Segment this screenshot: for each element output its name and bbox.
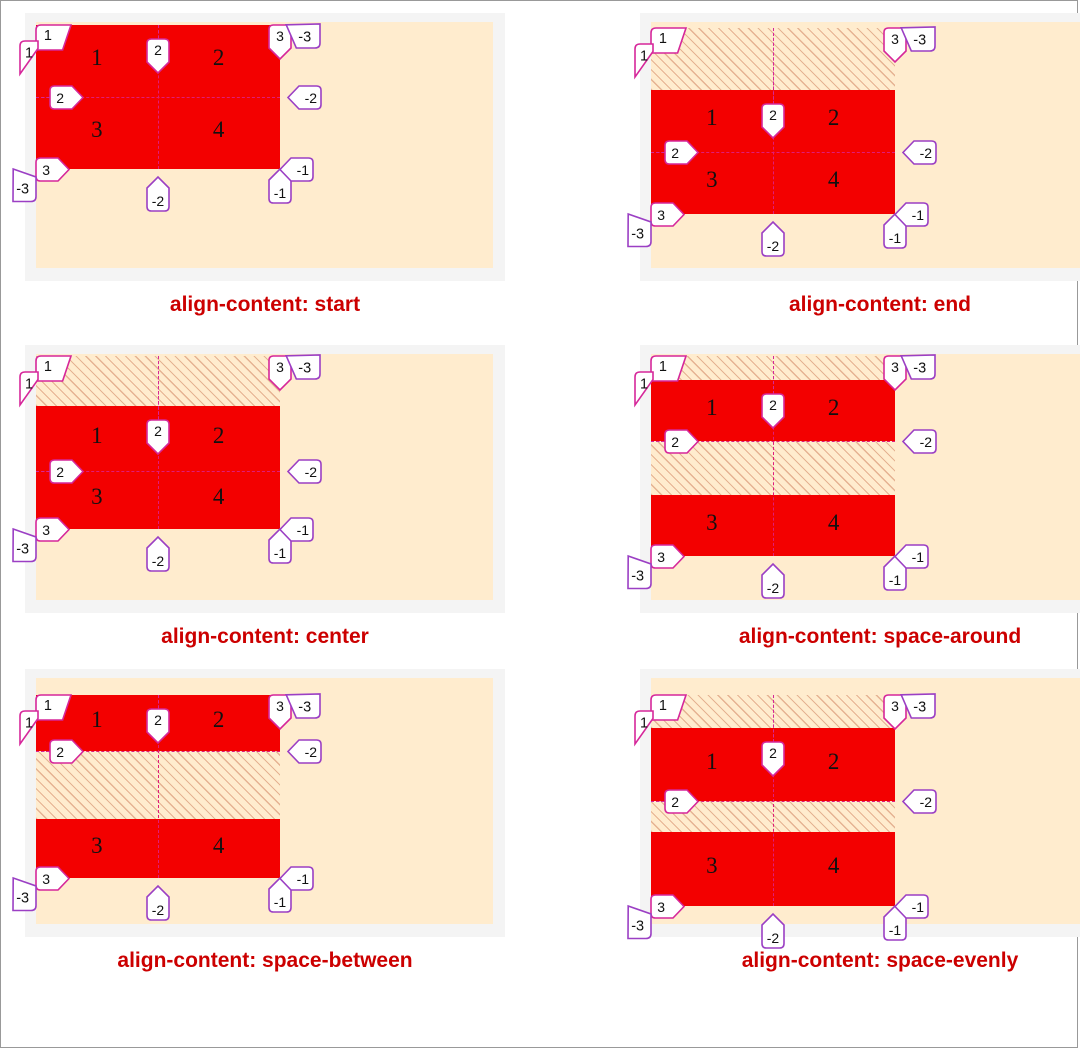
svg-text:3: 3 [42, 522, 50, 538]
svg-text:1: 1 [44, 28, 52, 44]
svg-text:-3: -3 [16, 890, 29, 906]
svg-text:2: 2 [154, 423, 162, 439]
svg-text:1: 1 [44, 359, 52, 375]
svg-text:-3: -3 [298, 361, 311, 377]
svg-text:1: 1 [640, 715, 648, 731]
svg-text:-1: -1 [296, 871, 309, 887]
svg-text:-2: -2 [767, 580, 780, 596]
svg-text:-2: -2 [919, 434, 932, 450]
svg-text:-1: -1 [888, 230, 901, 246]
svg-text:-1: -1 [911, 899, 924, 915]
svg-text:-2: -2 [767, 930, 780, 946]
svg-text:-3: -3 [631, 568, 644, 584]
svg-text:-2: -2 [767, 238, 780, 254]
svg-text:2: 2 [769, 745, 777, 761]
svg-text:3: 3 [657, 899, 665, 915]
svg-text:1: 1 [25, 715, 33, 731]
svg-text:1: 1 [44, 698, 52, 714]
svg-text:-2: -2 [304, 744, 317, 760]
svg-text:-3: -3 [631, 226, 644, 242]
svg-text:3: 3 [276, 359, 284, 375]
svg-text:-3: -3 [913, 361, 926, 377]
svg-text:-1: -1 [888, 572, 901, 588]
svg-text:2: 2 [56, 744, 64, 760]
svg-text:-1: -1 [273, 185, 286, 201]
svg-text:2: 2 [56, 90, 64, 106]
svg-text:2: 2 [769, 107, 777, 123]
svg-text:-2: -2 [152, 902, 165, 918]
svg-text:-3: -3 [913, 33, 926, 49]
svg-text:1: 1 [25, 45, 33, 61]
svg-text:2: 2 [154, 42, 162, 58]
svg-text:2: 2 [671, 434, 679, 450]
svg-text:-1: -1 [296, 522, 309, 538]
svg-text:-3: -3 [298, 30, 311, 46]
svg-text:-1: -1 [273, 545, 286, 561]
svg-text:3: 3 [657, 549, 665, 565]
svg-text:1: 1 [640, 48, 648, 64]
svg-text:3: 3 [891, 31, 899, 47]
svg-text:1: 1 [659, 698, 667, 714]
svg-text:-2: -2 [919, 145, 932, 161]
svg-text:3: 3 [42, 162, 50, 178]
svg-text:-3: -3 [913, 700, 926, 716]
svg-text:2: 2 [671, 794, 679, 810]
svg-text:-1: -1 [273, 894, 286, 910]
svg-text:2: 2 [671, 145, 679, 161]
svg-text:1: 1 [25, 376, 33, 392]
svg-text:-2: -2 [304, 90, 317, 106]
svg-text:3: 3 [276, 28, 284, 44]
svg-text:-3: -3 [16, 541, 29, 557]
svg-text:3: 3 [891, 359, 899, 375]
svg-text:3: 3 [891, 698, 899, 714]
svg-text:-1: -1 [888, 922, 901, 938]
svg-text:-2: -2 [152, 193, 165, 209]
svg-text:1: 1 [659, 31, 667, 47]
svg-text:1: 1 [659, 359, 667, 375]
svg-text:-2: -2 [304, 464, 317, 480]
svg-text:3: 3 [657, 207, 665, 223]
svg-text:-3: -3 [298, 700, 311, 716]
svg-text:-1: -1 [911, 549, 924, 565]
svg-text:-2: -2 [152, 553, 165, 569]
svg-text:3: 3 [276, 698, 284, 714]
svg-text:-3: -3 [16, 181, 29, 197]
svg-text:-1: -1 [296, 162, 309, 178]
svg-text:-2: -2 [919, 794, 932, 810]
svg-text:2: 2 [56, 464, 64, 480]
svg-text:1: 1 [640, 376, 648, 392]
svg-text:-3: -3 [631, 918, 644, 934]
svg-text:2: 2 [769, 397, 777, 413]
svg-text:3: 3 [42, 871, 50, 887]
svg-text:-1: -1 [911, 207, 924, 223]
svg-text:2: 2 [154, 712, 162, 728]
